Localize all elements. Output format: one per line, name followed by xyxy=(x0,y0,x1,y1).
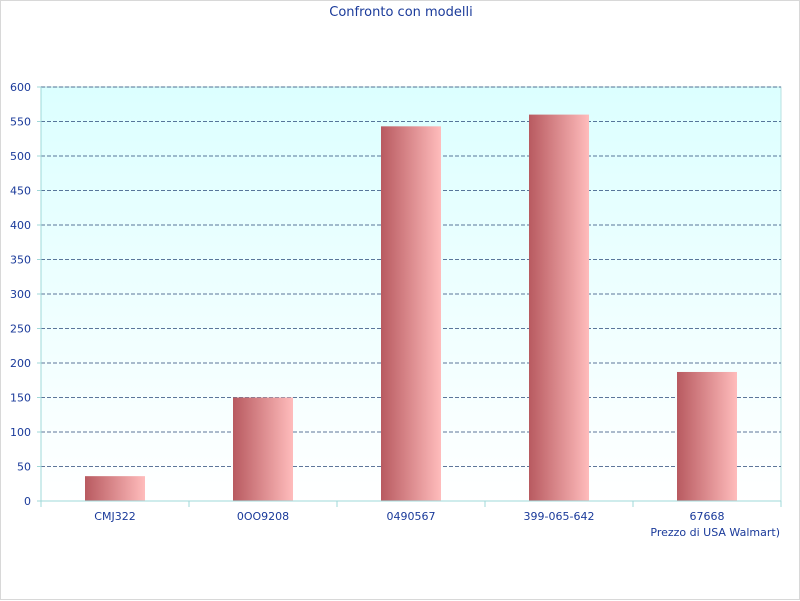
y-tick-label: 400 xyxy=(10,219,31,232)
y-tick-label: 150 xyxy=(10,392,31,405)
y-tick-label: 600 xyxy=(10,81,31,94)
x-axis-ticks: CMJ322 0OO9208 0490567 399-065-642 67668 xyxy=(40,501,782,523)
bar-CMJ322 xyxy=(85,476,145,501)
x-tick-label: 399-065-642 xyxy=(524,510,595,523)
x-tick-label: 0490567 xyxy=(387,510,436,523)
y-tick-label: 100 xyxy=(10,426,31,439)
y-tick-label: 500 xyxy=(10,150,31,163)
x-tick-label: 67668 xyxy=(690,510,725,523)
y-tick-label: 350 xyxy=(10,254,31,267)
y-tick-label: 550 xyxy=(10,116,31,129)
x-tick-label: 0OO9208 xyxy=(237,510,289,523)
bar-67668 xyxy=(677,371,737,501)
x-axis-label: Prezzo di USA Walmart) xyxy=(650,526,780,539)
y-tick-label: 200 xyxy=(10,357,31,370)
y-axis-ticks: 0 50 100 150 200 250 300 350 400 450 500 550 600 xyxy=(10,81,41,508)
y-tick-label: 50 xyxy=(17,461,31,474)
y-tick-label: 0 xyxy=(24,495,31,508)
bar-0OO9208 xyxy=(233,397,293,501)
x-tick-label: CMJ322 xyxy=(94,510,135,523)
y-tick-label: 450 xyxy=(10,185,31,198)
y-tick-label: 250 xyxy=(10,323,31,336)
y-tick-label: 300 xyxy=(10,288,31,301)
bar-0490567 xyxy=(381,126,441,501)
bar-399-065-642 xyxy=(529,114,589,501)
bars xyxy=(85,114,737,501)
chart-title: Confronto con modelli xyxy=(329,5,473,20)
